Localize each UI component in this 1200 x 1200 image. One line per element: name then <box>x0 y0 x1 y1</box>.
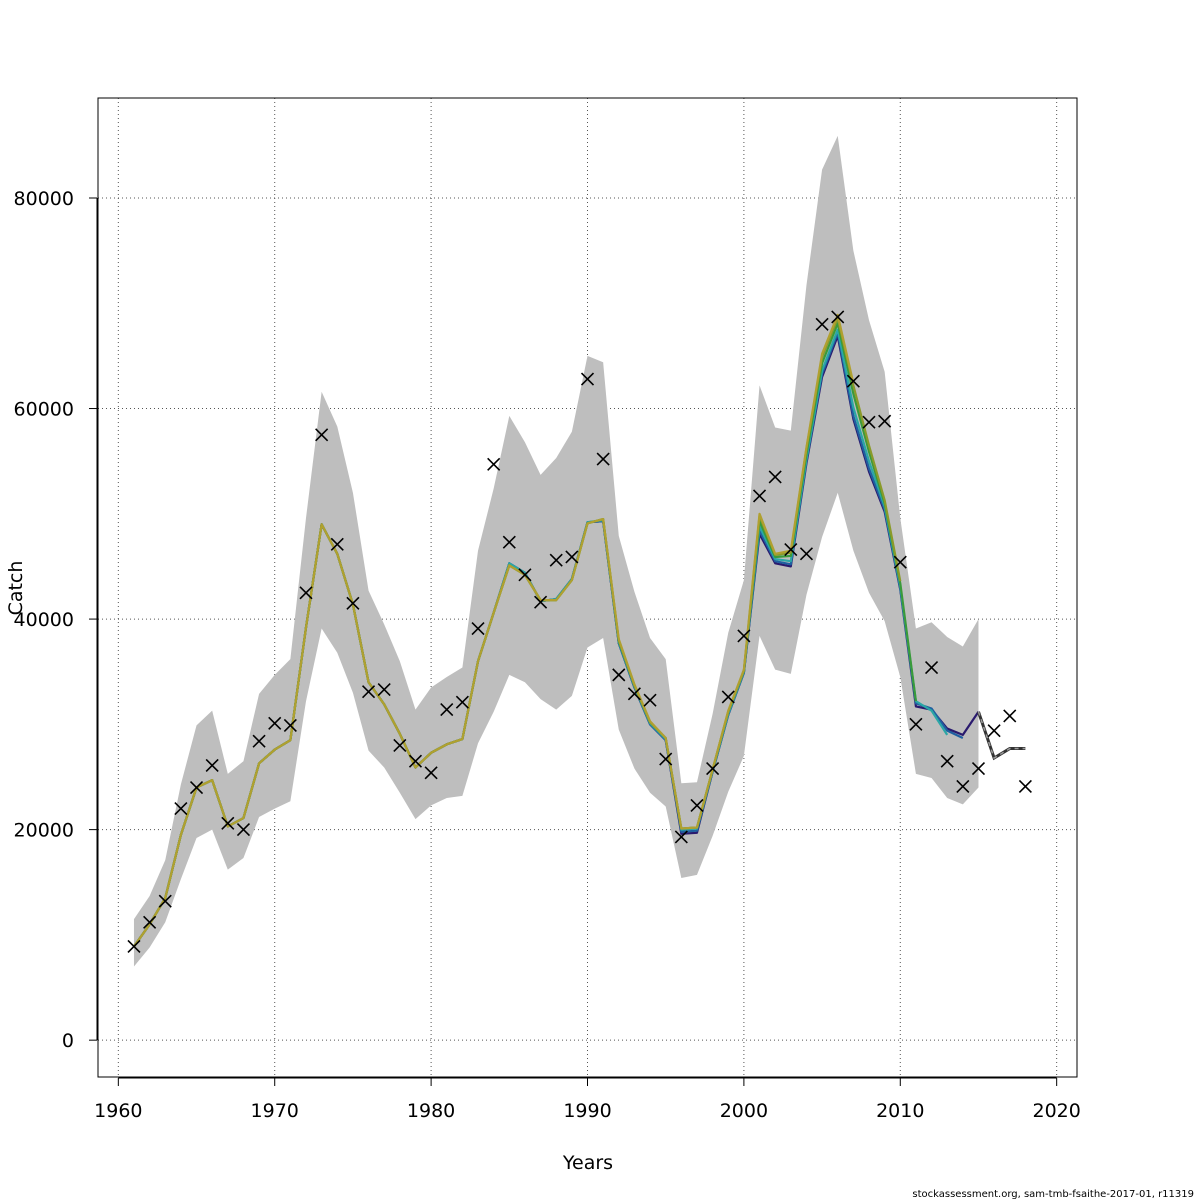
observed-point <box>440 703 454 717</box>
observed-point <box>534 595 548 609</box>
observed-point <box>768 470 782 484</box>
observed-point <box>799 547 814 561</box>
observed-point <box>268 716 282 730</box>
observed-point <box>330 537 344 551</box>
observed-point <box>831 310 845 324</box>
observed-point <box>377 683 391 697</box>
observed-point <box>346 596 360 610</box>
confidence-band-area <box>133 135 979 967</box>
y-tick-label: 80000 <box>14 188 74 210</box>
observed-point <box>174 801 188 816</box>
observed-point <box>1003 709 1017 723</box>
observed-point <box>846 374 860 388</box>
observed-point <box>690 798 704 812</box>
observed-point <box>189 780 204 795</box>
observed-point <box>252 734 266 748</box>
x-tick-label: 2020 <box>1032 1100 1080 1122</box>
y-axis-title: Catch <box>5 561 27 616</box>
x-tick-label: 1960 <box>94 1100 142 1122</box>
x-tick-label: 1980 <box>407 1100 455 1122</box>
observed-point <box>315 428 329 442</box>
observed-point <box>612 668 626 682</box>
observed-point <box>408 754 423 768</box>
y-tick-label: 40000 <box>14 609 74 631</box>
observed-point <box>158 894 172 908</box>
observed-point <box>487 457 501 471</box>
observed-point <box>924 660 939 675</box>
observed-point <box>596 452 610 466</box>
observed-point <box>674 830 688 844</box>
observed-point <box>455 695 469 709</box>
observed-point <box>909 717 923 731</box>
series-line-6 <box>133 313 855 948</box>
observed-point <box>971 761 986 776</box>
observed-point <box>283 718 297 732</box>
observed-point <box>424 766 438 780</box>
confidence-band <box>133 135 979 967</box>
observed-point <box>518 568 532 582</box>
x-axis-title: Years <box>562 1152 613 1174</box>
observed-point <box>565 550 579 564</box>
observed-point <box>502 535 516 549</box>
observed-point <box>784 543 798 557</box>
observed-point <box>393 738 407 752</box>
observed-point <box>143 915 157 929</box>
observed-point <box>205 758 219 772</box>
observed-point <box>752 489 767 503</box>
observed-point <box>236 823 251 837</box>
x-tick-label: 2010 <box>876 1100 924 1122</box>
x-tick-label: 1970 <box>251 1100 299 1122</box>
observed-point <box>361 685 376 699</box>
observed-point <box>706 761 720 776</box>
y-tick-label: 0 <box>62 1030 74 1052</box>
observed-point <box>940 754 954 768</box>
observed-point <box>471 621 485 636</box>
observed-point <box>987 724 1001 738</box>
x-tick-label: 1990 <box>563 1100 611 1122</box>
y-axis: 0 20000 40000 60000 80000 <box>14 188 98 1052</box>
observed-point <box>643 693 657 707</box>
observed-point <box>721 690 735 704</box>
observed-point <box>627 687 641 701</box>
credit-text: stockassessment.org, sam-tmb-fsaithe-201… <box>912 1189 1194 1200</box>
observed-point <box>549 553 563 567</box>
plot-frame <box>97 97 1078 1078</box>
observed-point <box>221 816 235 830</box>
observed-point <box>1018 779 1032 794</box>
observed-point <box>878 414 892 428</box>
observed-point <box>580 372 595 386</box>
forecast-line-dash <box>977 711 1026 760</box>
observed-point <box>956 779 970 794</box>
x-axis: 1960 1970 1980 1990 2000 2010 2020 <box>94 1077 1081 1122</box>
y-tick-label: 20000 <box>14 820 74 842</box>
forecast-series <box>977 711 1026 761</box>
observed-point <box>893 555 907 569</box>
observed-point <box>127 939 141 954</box>
y-tick-label: 60000 <box>14 399 74 421</box>
observed-catch-markers <box>127 310 1032 954</box>
observed-point <box>815 317 829 331</box>
observed-point <box>299 586 313 600</box>
observed-point <box>737 629 751 643</box>
x-tick-label: 2000 <box>720 1100 768 1122</box>
observed-point <box>862 415 876 429</box>
observed-point <box>659 752 673 766</box>
